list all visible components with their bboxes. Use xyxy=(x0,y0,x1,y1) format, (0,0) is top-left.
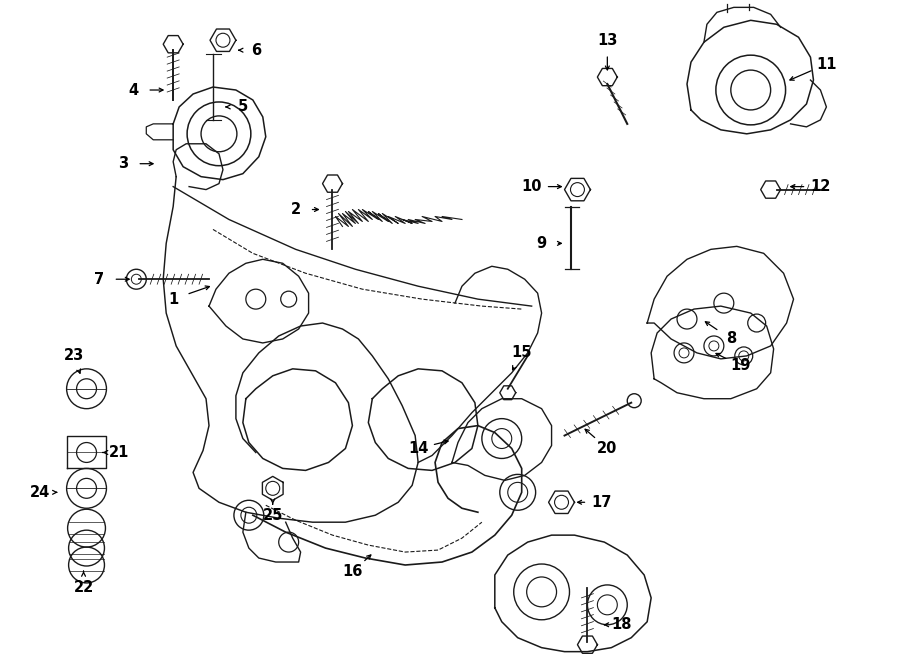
Text: 7: 7 xyxy=(94,272,104,287)
Text: 24: 24 xyxy=(30,485,50,500)
Text: 18: 18 xyxy=(611,617,632,633)
Text: 13: 13 xyxy=(597,33,617,48)
Text: 16: 16 xyxy=(342,564,363,580)
Text: 15: 15 xyxy=(511,346,532,360)
Text: 20: 20 xyxy=(597,441,617,456)
Text: 19: 19 xyxy=(731,358,751,373)
Text: 9: 9 xyxy=(536,236,546,251)
Text: 10: 10 xyxy=(521,179,542,194)
Text: 14: 14 xyxy=(408,441,428,456)
Text: 21: 21 xyxy=(109,445,130,460)
Text: 4: 4 xyxy=(129,83,139,98)
Text: 3: 3 xyxy=(118,156,129,171)
Text: 17: 17 xyxy=(591,495,611,510)
Text: 6: 6 xyxy=(251,43,261,58)
Text: 8: 8 xyxy=(725,331,736,346)
Text: 12: 12 xyxy=(810,179,831,194)
Text: 2: 2 xyxy=(291,202,301,217)
Text: 22: 22 xyxy=(74,580,94,596)
Text: 23: 23 xyxy=(64,348,84,364)
Text: 1: 1 xyxy=(168,292,178,307)
Text: 5: 5 xyxy=(238,99,248,114)
Text: 25: 25 xyxy=(263,508,283,523)
Text: 11: 11 xyxy=(816,57,837,71)
